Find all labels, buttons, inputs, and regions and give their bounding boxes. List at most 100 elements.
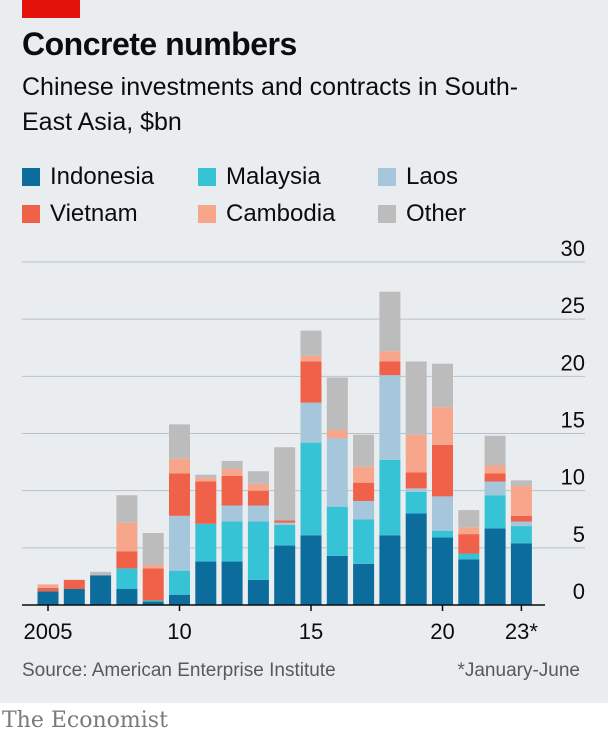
bar-segment-vietnam (37, 587, 59, 592)
bar-segment-vietnam (221, 475, 243, 506)
y-tick-label: 30 (561, 236, 585, 261)
legend-item-malaysia: Malaysia (198, 163, 321, 190)
bar-segment-vietnam (405, 472, 427, 489)
bar-segment-other (142, 532, 164, 565)
bar-segment-malaysia (379, 459, 401, 536)
bar-segment-other (510, 480, 532, 487)
bar-segment-cambodia (405, 434, 427, 473)
bar-segment-cambodia (247, 483, 269, 491)
chart-subtitle: Chinese investments and contracts in Sou… (22, 73, 519, 136)
bar-segment-malaysia (247, 521, 269, 580)
legend-swatch (22, 205, 40, 223)
bar-segment-malaysia (142, 600, 164, 602)
bar-segment-other (274, 447, 296, 521)
legend-item-cambodia: Cambodia (198, 200, 336, 227)
y-tick-label: 0 (573, 579, 585, 604)
bar-segment-vietnam (432, 444, 453, 497)
bar-segment-indonesia (116, 588, 138, 605)
bar-segment-vietnam (195, 481, 217, 524)
bar-segment-cambodia (37, 584, 59, 588)
stacked-bar-chart: 0 5 10 15 20 25 30 2005 10 15 20 23* (22, 236, 585, 644)
bar-segment-indonesia (37, 591, 59, 605)
bar-segment-other (326, 377, 348, 431)
bar-segment-vietnam (510, 515, 532, 522)
legend-label: Cambodia (226, 200, 336, 227)
legend-item-vietnam: Vietnam (22, 200, 138, 227)
y-tick-label: 10 (561, 465, 585, 490)
bar-segment-malaysia (169, 570, 190, 595)
bar-segment-laos (510, 521, 532, 527)
x-tick-label: 10 (167, 619, 191, 644)
bar-segment-laos (484, 481, 506, 496)
bar-segment-cambodia (300, 355, 322, 362)
chart-title: Concrete numbers (22, 26, 297, 62)
bar-segment-indonesia (247, 579, 269, 605)
legend-swatch (198, 205, 216, 223)
bar-segment-cambodia (116, 522, 138, 552)
bar-segment-indonesia (169, 594, 190, 605)
bar-segment-indonesia (405, 513, 427, 605)
bar-segment-other (90, 571, 112, 576)
bar-segment-other (221, 460, 243, 469)
bar-segment-malaysia (300, 442, 322, 536)
bar-segment-cambodia (195, 478, 217, 482)
bar-segment-other (405, 361, 427, 435)
bar-segment-other (169, 424, 190, 459)
bar-segment-malaysia (221, 521, 243, 562)
legend-swatch (22, 168, 40, 186)
legend-label: Laos (406, 163, 459, 190)
bar-segment-other (195, 474, 217, 479)
bar-segment-indonesia (195, 561, 217, 605)
bar-segment-laos (353, 500, 375, 520)
bar-segment-laos (379, 375, 401, 460)
legend-swatch (198, 168, 216, 186)
footnote: *January-June (457, 660, 580, 681)
bar-segment-vietnam (300, 361, 322, 403)
bar-segment-other (353, 434, 375, 467)
bar-segment-laos (169, 515, 190, 571)
bar-segment-laos (432, 496, 453, 531)
bar-segment-cambodia (379, 351, 401, 362)
source-note: Source: American Enterprise Institute (22, 660, 336, 681)
y-tick-label: 25 (561, 293, 585, 318)
bar-segment-cambodia (353, 466, 375, 483)
bar-segment-malaysia (195, 523, 217, 562)
bar-segment-malaysia (116, 568, 138, 589)
red-tag (22, 0, 80, 18)
bar-segment-malaysia (326, 506, 348, 556)
y-tick-label: 5 (573, 522, 585, 547)
bar-segment-other (484, 435, 506, 466)
y-tick-label: 20 (561, 350, 585, 375)
bar-segment-laos (300, 402, 322, 443)
legend-item-indonesia: Indonesia (22, 163, 154, 190)
bar-segment-indonesia (326, 555, 348, 605)
bar-segment-malaysia (353, 519, 375, 564)
bar-segment-cambodia (510, 486, 532, 516)
bar-segment-other (379, 291, 401, 352)
legend-item-other: Other (378, 200, 466, 227)
x-tick-label: 15 (299, 619, 323, 644)
bar-segment-indonesia (510, 543, 532, 605)
bar-segment-indonesia (458, 559, 480, 605)
bar-segment-indonesia (90, 575, 112, 605)
bar-segment-indonesia (300, 535, 322, 605)
publisher-logo: The Economist (2, 708, 168, 733)
bar-segment-malaysia (458, 553, 480, 560)
bar-segment-malaysia (274, 524, 296, 546)
bar-segment-cambodia (169, 458, 190, 474)
bar-segment-indonesia (274, 545, 296, 605)
y-tick-label: 15 (561, 408, 585, 433)
bar-segment-cambodia (221, 468, 243, 476)
bar-segment-cambodia (326, 430, 348, 439)
legend-swatch (378, 205, 396, 223)
bar-segment-malaysia (510, 526, 532, 544)
bar-segment-other (116, 495, 138, 523)
bar-segment-laos (326, 438, 348, 507)
bar-segment-vietnam (169, 473, 190, 516)
bar-segment-other (247, 471, 269, 484)
x-tick-label: 23* (505, 619, 538, 644)
bar-segment-malaysia (432, 530, 453, 538)
bar-segment-vietnam (116, 551, 138, 569)
bar-segment-indonesia (432, 537, 453, 605)
bar-segment-vietnam (63, 579, 85, 589)
